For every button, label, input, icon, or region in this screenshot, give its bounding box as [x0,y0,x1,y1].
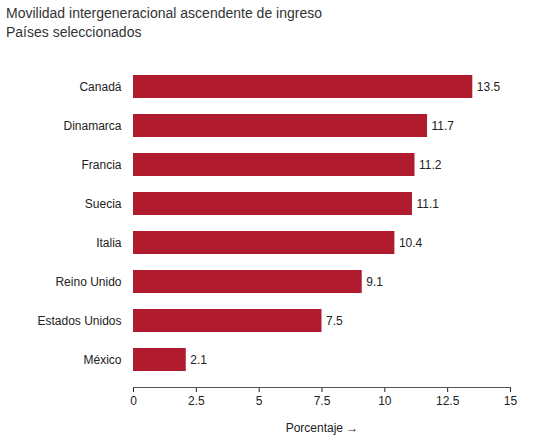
svg-text:2.1: 2.1 [190,353,207,367]
svg-text:Italia: Italia [96,236,122,250]
svg-text:Francia: Francia [81,158,121,172]
svg-text:11.7: 11.7 [432,119,455,133]
svg-text:Reino Unido: Reino Unido [55,275,121,289]
svg-text:13.5: 13.5 [477,80,501,94]
svg-text:2.5: 2.5 [188,394,205,408]
svg-text:Porcentaje →: Porcentaje → [286,421,359,435]
svg-text:Suecia: Suecia [85,197,122,211]
svg-text:Canadá: Canadá [79,80,121,94]
svg-text:15: 15 [504,394,518,408]
svg-text:Estados Unidos: Estados Unidos [37,314,121,328]
html-text:Movilidad intergeneracional as: Movilidad intergeneracional ascendente d… [6,5,322,21]
svg-text:0: 0 [130,394,137,408]
svg-text:Dinamarca: Dinamarca [63,119,121,133]
svg-text:7.5: 7.5 [314,394,331,408]
svg-text:10: 10 [378,394,392,408]
svg-text:9.1: 9.1 [366,275,383,289]
svg-text:11.1: 11.1 [416,197,439,211]
svg-text:México: México [83,353,121,367]
svg-text:11.2: 11.2 [419,158,442,172]
svg-text:12.5: 12.5 [436,394,460,408]
html-text:Países seleccionados: Países seleccionados [6,24,142,40]
svg-text:7.5: 7.5 [326,314,343,328]
svg-text:10.4: 10.4 [399,236,423,250]
svg-text:5: 5 [256,394,263,408]
